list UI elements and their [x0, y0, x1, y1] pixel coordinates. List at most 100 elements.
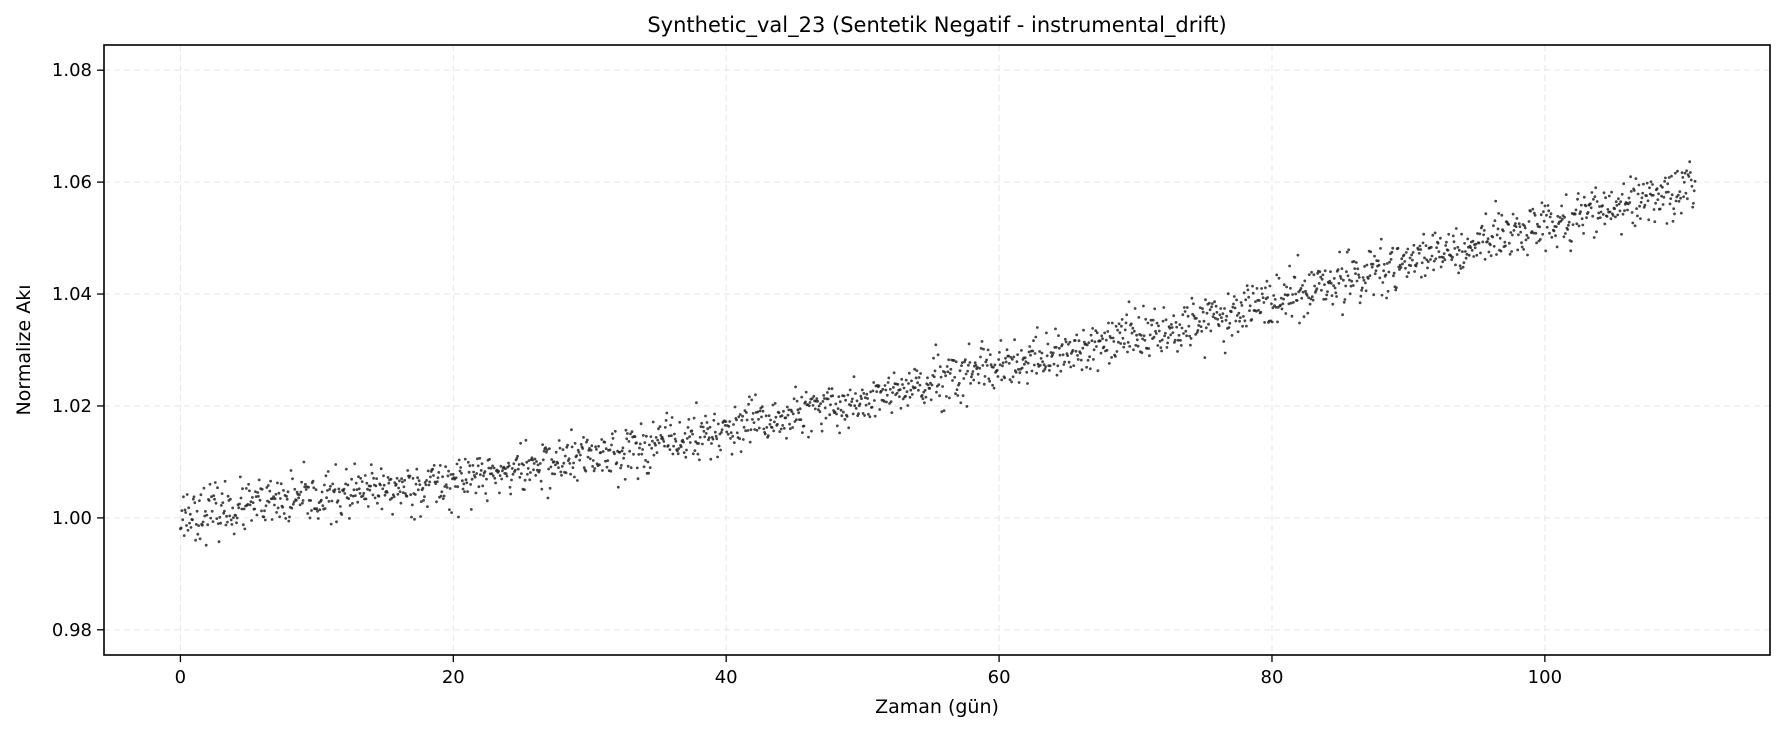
data-point [1629, 190, 1633, 193]
data-point [1334, 291, 1338, 295]
data-point [1227, 326, 1231, 329]
data-point [788, 422, 791, 426]
data-point [852, 375, 856, 379]
data-point [387, 481, 391, 485]
data-point [1263, 321, 1266, 324]
data-point [913, 367, 916, 371]
data-point [541, 458, 545, 462]
data-point [1462, 261, 1466, 265]
data-point [873, 414, 877, 418]
data-point [901, 383, 904, 386]
data-point [192, 495, 196, 499]
data-point [730, 452, 734, 456]
data-point [1379, 237, 1383, 241]
data-point [868, 415, 872, 419]
data-point [1323, 283, 1326, 286]
data-point [1111, 336, 1115, 340]
data-point [654, 436, 658, 439]
data-point [1461, 250, 1464, 254]
data-point [785, 436, 788, 440]
data-point [1033, 352, 1037, 355]
data-point [1132, 329, 1136, 333]
data-point [948, 396, 951, 400]
data-point [855, 399, 859, 403]
data-point [471, 464, 475, 467]
data-point [704, 432, 708, 435]
data-point [665, 411, 669, 415]
data-point [1535, 241, 1538, 245]
data-point [1173, 341, 1176, 344]
data-point [1035, 326, 1039, 329]
data-point [1477, 241, 1481, 245]
data-point [1487, 250, 1491, 254]
data-point [448, 487, 452, 490]
data-point [1542, 210, 1545, 214]
data-point [1504, 244, 1507, 248]
data-point [1080, 368, 1084, 372]
data-point [1210, 305, 1213, 309]
data-point [470, 477, 474, 481]
data-point [1544, 249, 1548, 253]
data-point [1460, 232, 1463, 236]
data-point [552, 460, 556, 464]
data-point [898, 388, 902, 391]
data-point [1301, 290, 1305, 294]
data-point [1617, 202, 1621, 206]
data-point [509, 492, 513, 496]
data-point [1646, 199, 1650, 203]
data-point [250, 519, 254, 522]
data-point [1680, 171, 1684, 175]
data-point [1515, 217, 1519, 220]
data-point [1664, 176, 1667, 180]
data-point [344, 482, 347, 486]
data-point [920, 394, 924, 397]
data-point [199, 493, 203, 497]
data-point [308, 516, 312, 520]
data-point [1081, 346, 1085, 350]
data-point [1529, 209, 1532, 213]
data-point [1168, 326, 1172, 330]
data-point [1645, 181, 1649, 185]
data-point [740, 418, 744, 422]
data-point [440, 490, 444, 494]
data-point [1465, 252, 1469, 256]
data-point [822, 394, 826, 397]
data-point [817, 404, 821, 408]
data-point [620, 449, 624, 453]
data-point [863, 414, 866, 417]
data-point [1198, 306, 1202, 309]
data-point [697, 442, 700, 445]
data-point [1136, 344, 1140, 348]
data-point [1654, 201, 1657, 205]
data-point [1192, 314, 1196, 318]
data-point [320, 490, 324, 494]
data-point [1213, 300, 1216, 304]
data-point [1064, 340, 1068, 344]
data-point [1229, 310, 1233, 314]
data-point [1674, 199, 1678, 203]
data-point [1437, 250, 1441, 254]
data-point [790, 410, 794, 413]
data-point [401, 480, 404, 484]
data-point [298, 493, 301, 497]
data-point [935, 390, 938, 394]
data-point [686, 426, 690, 429]
data-point [987, 377, 991, 381]
data-point [1295, 299, 1299, 302]
data-point [976, 372, 980, 376]
data-point [481, 484, 485, 488]
data-point [940, 410, 944, 414]
data-point [671, 452, 675, 456]
data-point [792, 397, 796, 401]
data-point [1119, 342, 1123, 345]
data-point [1509, 231, 1513, 234]
data-point [1394, 288, 1398, 292]
data-point [635, 441, 638, 445]
data-point [533, 457, 537, 461]
data-point [297, 496, 300, 500]
data-point [1201, 307, 1204, 310]
data-point [687, 418, 691, 421]
data-point [1669, 197, 1673, 201]
data-point [735, 431, 739, 435]
data-point [1623, 209, 1626, 213]
